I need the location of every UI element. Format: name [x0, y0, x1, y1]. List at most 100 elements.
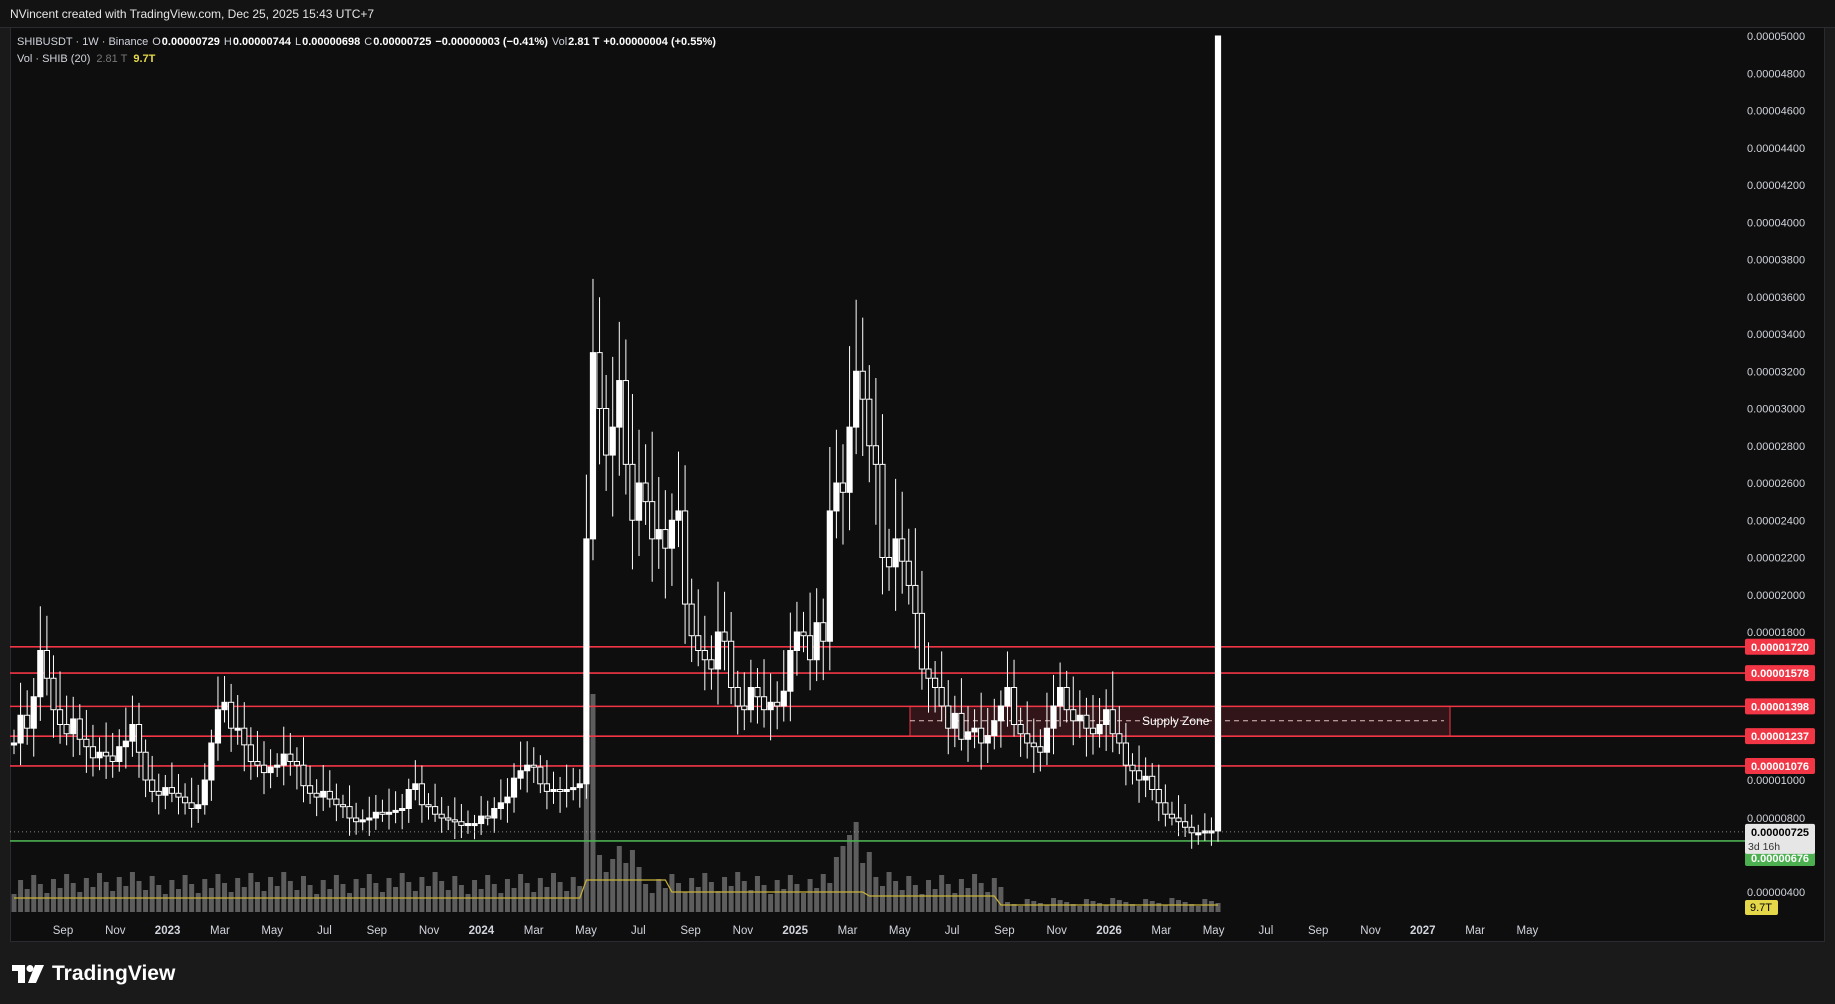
candle-body	[872, 445, 879, 465]
candle-body	[951, 712, 958, 729]
y-tick-label: 0.00004800	[1747, 68, 1805, 80]
candle-body	[129, 724, 136, 742]
legend-o-value: 0.00000729	[162, 36, 220, 48]
candle-body	[175, 792, 182, 798]
x-tick-label: May	[575, 925, 597, 937]
candle-body	[1168, 813, 1176, 819]
x-tick-label: 2023	[155, 925, 181, 937]
candle-body	[1109, 709, 1116, 735]
candle-body	[1116, 733, 1123, 744]
candle-body	[346, 806, 353, 819]
candle-body	[879, 463, 886, 558]
volume-bar	[1195, 906, 1201, 912]
candle-body	[747, 687, 754, 711]
volume-bar	[531, 892, 537, 912]
candle-body	[267, 766, 274, 774]
volume-bar	[708, 882, 714, 912]
x-tick-label: Mar	[524, 925, 544, 937]
candle-body	[326, 790, 333, 800]
last-price-countdown: 3d 16h	[1748, 841, 1780, 853]
candle-body	[241, 727, 248, 746]
candle-body	[451, 819, 458, 823]
level-tag-label: 0.00001720	[1751, 642, 1809, 654]
volume-tag	[1745, 900, 1778, 915]
candle-body	[83, 738, 90, 748]
volume-bar	[110, 891, 116, 912]
volume-bar	[781, 889, 787, 912]
legend-vol-change: +0.00000004 (+0.55%)	[603, 36, 716, 48]
y-tick-label: 0.00003000	[1747, 404, 1805, 416]
candle-body	[839, 482, 847, 493]
volume-bar	[860, 863, 866, 912]
x-tick-label: May	[261, 925, 283, 937]
candle-body	[556, 789, 564, 792]
x-tick-label: Sep	[367, 925, 387, 937]
candle-body	[260, 764, 268, 774]
candle-body	[938, 687, 945, 707]
volume-bar	[1149, 901, 1155, 912]
x-tick-label: May	[889, 925, 911, 937]
volume-bar	[866, 852, 872, 912]
candle-body	[964, 731, 972, 740]
candle-body	[10, 742, 18, 746]
candle-body	[978, 727, 985, 744]
candle-body	[1030, 742, 1037, 748]
volume-bar	[287, 881, 293, 912]
x-tick-label: Sep	[680, 925, 700, 937]
volume-bar	[18, 880, 24, 912]
candle-body	[418, 783, 426, 806]
y-tick-label: 0.00004200	[1747, 180, 1805, 192]
legend-l-value: 0.00000698	[302, 36, 360, 48]
candle-body	[1043, 727, 1051, 753]
volume-bar	[728, 886, 734, 912]
volume-bar	[31, 875, 37, 912]
volume-bar	[241, 887, 247, 912]
x-tick-label: Nov	[1046, 925, 1067, 937]
candle-body	[1063, 687, 1070, 711]
legend-h-value: 0.00000744	[233, 36, 292, 48]
volume-bar	[281, 872, 287, 912]
volume-bar	[77, 892, 83, 912]
volume-bar	[116, 877, 122, 912]
indicator-value-1: 2.81 T	[96, 53, 127, 65]
candle-body	[17, 714, 24, 744]
candle-body	[833, 482, 840, 512]
y-tick-label: 0.00004400	[1747, 143, 1805, 155]
volume-bar	[689, 878, 695, 912]
candle-body	[103, 751, 110, 757]
volume-bar	[583, 772, 589, 912]
candle-body	[971, 727, 978, 733]
volume-bar	[268, 877, 274, 912]
candle-body	[984, 735, 991, 744]
candle-body	[958, 712, 965, 740]
volume-bar	[1123, 902, 1129, 912]
candle-body	[629, 463, 636, 521]
candle-body	[918, 612, 926, 670]
candle-body	[287, 753, 294, 762]
volume-bar	[919, 894, 925, 912]
candle-body	[510, 777, 518, 798]
volume-bar	[985, 892, 991, 912]
candle-body	[1162, 802, 1169, 815]
tradingview-logo[interactable]: TradingView	[12, 962, 175, 986]
volume-bar	[998, 887, 1004, 912]
volume-bar	[261, 891, 267, 912]
legend-c-value: 0.00000725	[373, 36, 431, 48]
volume-bar	[208, 888, 214, 912]
volume-bar	[577, 886, 583, 912]
x-tick-label: Nov	[1360, 925, 1381, 937]
volume-bar	[649, 893, 655, 912]
volume-bar	[228, 892, 234, 912]
volume-bar	[722, 877, 728, 912]
candle-body	[813, 622, 820, 661]
volume-bar	[1208, 901, 1214, 912]
y-tick-label: 0.00003800	[1747, 255, 1805, 267]
volume-bar	[833, 857, 839, 912]
last-price-label: 0.00000725	[1751, 827, 1809, 839]
candle-body	[43, 650, 50, 679]
x-tick-label: Mar	[210, 925, 230, 937]
volume-bar	[1064, 902, 1070, 912]
volume-bar	[353, 879, 359, 912]
volume-bar	[129, 872, 135, 912]
